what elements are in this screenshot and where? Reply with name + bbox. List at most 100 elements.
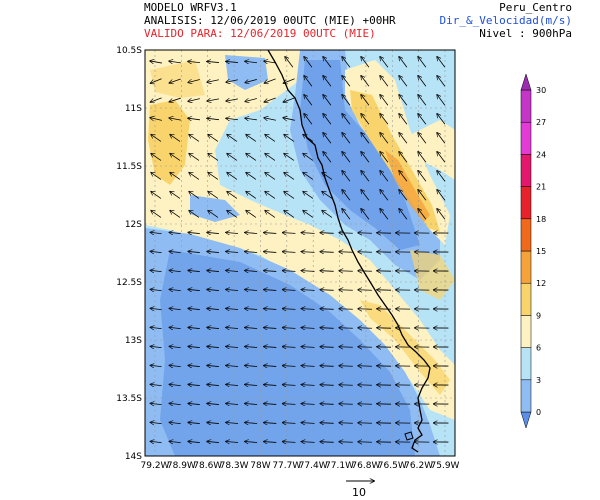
wind-arrow xyxy=(361,95,370,106)
wind-arrow xyxy=(170,135,181,142)
variable-name: Dir_&_Velocidad(m/s) xyxy=(439,14,572,27)
wind-arrow xyxy=(207,80,219,82)
wind-arrow xyxy=(264,290,277,291)
wind-arrow xyxy=(264,271,277,272)
wind-arrow xyxy=(320,309,334,310)
wind-arrow xyxy=(226,441,239,442)
lat-label: 12S xyxy=(125,220,142,230)
wind-arrow xyxy=(303,192,314,199)
wind-arrow xyxy=(169,232,181,233)
wind-arrow xyxy=(189,135,200,142)
wind-arrow xyxy=(264,404,277,405)
colorbar-swatch xyxy=(520,218,532,252)
wind-arrow xyxy=(226,99,238,101)
wind-arrow xyxy=(361,171,370,182)
wind-arrow xyxy=(437,152,446,163)
wind-arrow xyxy=(207,289,219,290)
wind-arrow xyxy=(323,133,332,144)
wind-arrow xyxy=(226,327,239,328)
lat-label: 13.5S xyxy=(116,394,142,404)
wind-arrow xyxy=(380,76,389,87)
wind-arrow xyxy=(320,347,334,348)
wind-arrow xyxy=(320,385,334,386)
wind-arrow xyxy=(304,57,313,68)
wind-arrow xyxy=(301,385,315,386)
wind-arrow xyxy=(265,135,276,142)
wind-arrow xyxy=(189,211,200,218)
wind-arrow xyxy=(265,154,276,161)
wind-arrow xyxy=(151,173,162,180)
wind-arrow xyxy=(150,270,162,271)
wind-arrow xyxy=(418,57,427,68)
wind-arrow xyxy=(322,173,333,180)
wind-arrow xyxy=(226,365,239,366)
wind-arrow xyxy=(323,76,332,87)
wind-arrow xyxy=(189,154,200,161)
wind-arrow xyxy=(301,442,315,443)
wind-arrow xyxy=(188,270,200,271)
wind-arrow xyxy=(169,422,181,423)
wind-arrow xyxy=(418,133,427,144)
wind-arrow xyxy=(264,328,277,329)
colorbar-label: 27 xyxy=(536,118,546,127)
colorbar-label: 18 xyxy=(536,215,546,224)
wind-arrow xyxy=(245,328,258,329)
wind-arrow xyxy=(380,152,389,163)
wind-arrow xyxy=(150,422,162,423)
wind-arrow xyxy=(150,232,162,233)
wind-arrow xyxy=(339,423,353,424)
wind-arrow xyxy=(208,211,219,218)
wind-arrow xyxy=(284,173,295,180)
wind-arrow xyxy=(188,118,200,120)
wind-arrow xyxy=(207,118,220,119)
wind-arrow xyxy=(380,171,389,182)
lat-label: 14S xyxy=(125,452,142,462)
wind-arrow xyxy=(150,365,162,366)
wind-arrow xyxy=(264,309,277,310)
wind-arrow xyxy=(342,114,351,125)
wind-arrow xyxy=(437,76,446,87)
wind-arrow xyxy=(207,422,219,423)
wind-arrow xyxy=(245,366,258,367)
wind-arrow xyxy=(169,289,181,290)
wind-arrow xyxy=(208,135,219,142)
wind-arrow xyxy=(399,57,408,68)
wind-arrow xyxy=(150,308,162,309)
wind-arrow xyxy=(207,365,219,366)
wind-arrow xyxy=(320,442,334,443)
wind-arrow xyxy=(323,114,332,125)
wind-arrow xyxy=(339,404,353,405)
wind-arrow xyxy=(188,441,200,442)
level-name: Nivel : 900hPa xyxy=(479,27,572,40)
wind-arrow xyxy=(150,289,162,290)
wind-arrow xyxy=(245,79,257,82)
lat-label: 11.5S xyxy=(116,162,142,172)
wind-arrow xyxy=(339,233,353,234)
wind-arrow xyxy=(301,328,315,329)
wind-arrow xyxy=(264,233,277,234)
wind-arrow xyxy=(207,327,219,328)
wind-arrow xyxy=(169,308,181,309)
wind-arrow xyxy=(226,61,239,62)
colorbar-swatch xyxy=(520,347,532,381)
wind-arrow xyxy=(283,366,296,367)
wind-arrow xyxy=(245,404,258,405)
wind-arrow xyxy=(339,385,353,386)
wind-arrow xyxy=(283,233,296,234)
wind-arrow xyxy=(208,154,219,161)
colorbar-max-triangle xyxy=(520,73,532,91)
wind-arrow xyxy=(245,309,258,310)
wind-arrow xyxy=(265,211,276,218)
colorbar-label: 24 xyxy=(536,150,546,159)
wind-arrow xyxy=(207,232,219,233)
wind-arrow xyxy=(284,135,295,142)
wind-arrow xyxy=(323,95,332,106)
lon-label: 78.9W xyxy=(167,461,196,471)
wind-arrow xyxy=(264,61,276,63)
wind-arrow xyxy=(380,209,389,220)
wind-arrow xyxy=(151,135,162,142)
wind-arrow xyxy=(339,366,353,367)
wind-arrow xyxy=(264,78,276,83)
wind-arrow xyxy=(283,97,295,102)
